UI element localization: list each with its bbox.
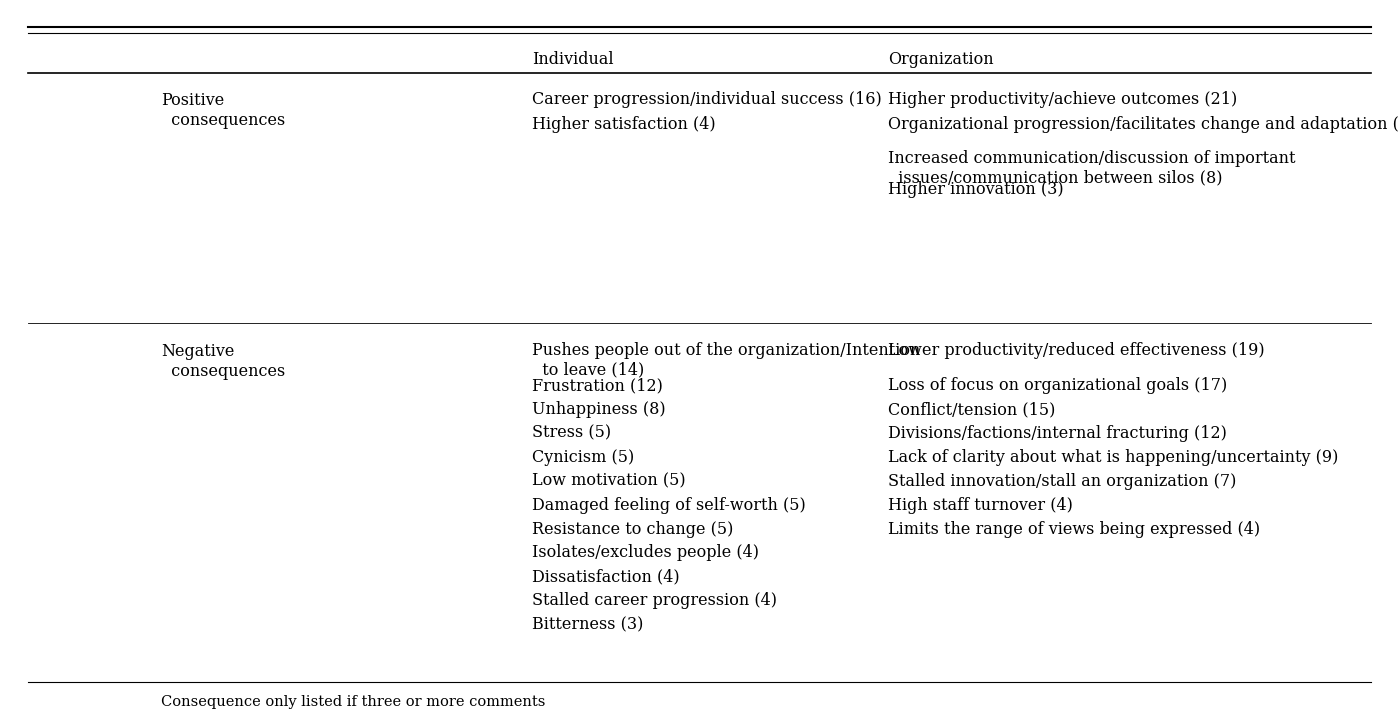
Text: Dissatisfaction (4): Dissatisfaction (4): [532, 568, 680, 585]
Text: Isolates/excludes people (4): Isolates/excludes people (4): [532, 544, 758, 561]
Text: Career progression/individual success (16): Career progression/individual success (1…: [532, 91, 881, 107]
Text: Low motivation (5): Low motivation (5): [532, 473, 686, 489]
Text: Positive
  consequences: Positive consequences: [161, 92, 285, 128]
Text: Loss of focus on organizational goals (17): Loss of focus on organizational goals (1…: [888, 377, 1227, 394]
Text: Consequence only listed if three or more comments: Consequence only listed if three or more…: [161, 695, 546, 708]
Text: Frustration (12): Frustration (12): [532, 377, 663, 394]
Text: Cynicism (5): Cynicism (5): [532, 449, 634, 465]
Text: Limits the range of views being expressed (4): Limits the range of views being expresse…: [888, 521, 1260, 537]
Text: Pushes people out of the organization/Intention
  to leave (14): Pushes people out of the organization/In…: [532, 342, 921, 378]
Text: Organizational progression/facilitates change and adaptation (13): Organizational progression/facilitates c…: [888, 116, 1399, 133]
Text: Higher satisfaction (4): Higher satisfaction (4): [532, 116, 715, 133]
Text: Lack of clarity about what is happening/uncertainty (9): Lack of clarity about what is happening/…: [888, 449, 1339, 465]
Text: Stalled innovation/stall an organization (7): Stalled innovation/stall an organization…: [888, 473, 1237, 489]
Text: Divisions/factions/internal fracturing (12): Divisions/factions/internal fracturing (…: [888, 425, 1227, 442]
Text: Organization: Organization: [888, 51, 995, 67]
Text: Stress (5): Stress (5): [532, 425, 611, 442]
Text: Individual: Individual: [532, 51, 613, 67]
Text: Damaged feeling of self-worth (5): Damaged feeling of self-worth (5): [532, 497, 806, 513]
Text: Bitterness (3): Bitterness (3): [532, 616, 644, 633]
Text: Stalled career progression (4): Stalled career progression (4): [532, 592, 776, 609]
Text: Conflict/tension (15): Conflict/tension (15): [888, 401, 1056, 418]
Text: High staff turnover (4): High staff turnover (4): [888, 497, 1073, 513]
Text: Negative
  consequences: Negative consequences: [161, 343, 285, 379]
Text: Higher innovation (3): Higher innovation (3): [888, 181, 1065, 198]
Text: Higher productivity/achieve outcomes (21): Higher productivity/achieve outcomes (21…: [888, 91, 1238, 107]
Text: Resistance to change (5): Resistance to change (5): [532, 521, 733, 537]
Text: Unhappiness (8): Unhappiness (8): [532, 401, 666, 418]
Text: Increased communication/discussion of important
  issues/communication between s: Increased communication/discussion of im…: [888, 150, 1295, 186]
Text: Lower productivity/reduced effectiveness (19): Lower productivity/reduced effectiveness…: [888, 342, 1265, 359]
